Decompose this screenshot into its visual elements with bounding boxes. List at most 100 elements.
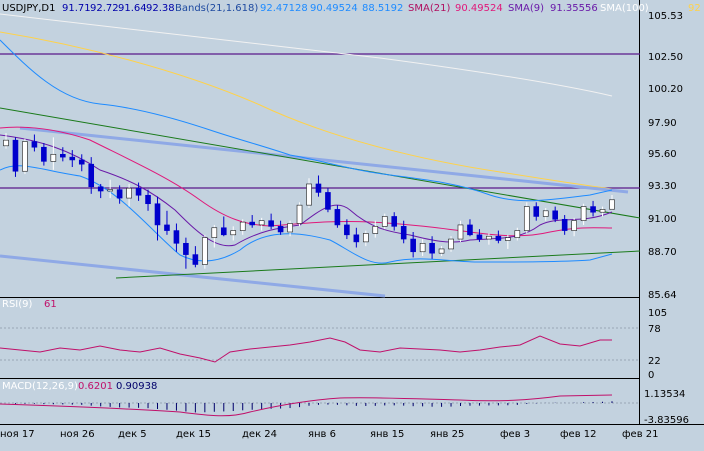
date-tick: фев 12 — [560, 429, 597, 440]
candle-body — [571, 220, 577, 231]
candle-body — [315, 183, 322, 193]
header-bands-lower: 88.5192 — [362, 3, 403, 14]
candle-body — [505, 237, 511, 241]
sma200-line — [0, 13, 613, 97]
rsi-tick: 78 — [648, 324, 661, 335]
candle-body — [429, 242, 435, 254]
header-sma21-label: SMA(21) — [408, 3, 450, 14]
candle-body — [22, 141, 28, 172]
price-tick: 91.00 — [648, 214, 677, 225]
candle-body — [344, 224, 350, 236]
candle-body — [107, 189, 113, 192]
rsi-value: 61 — [44, 299, 57, 310]
candle-body — [211, 227, 218, 238]
trendline-lower[interactable] — [115, 250, 641, 279]
price-tick: 105.53 — [648, 11, 683, 22]
candle-body — [325, 192, 331, 210]
candle-body — [192, 254, 199, 265]
macd-panel — [0, 394, 640, 417]
channel-lower-line[interactable] — [0, 254, 386, 298]
candle-body — [561, 218, 568, 231]
rsi-axis: 105 78 22 0 — [648, 308, 667, 381]
date-tick: дек 24 — [242, 429, 277, 440]
candle-body — [202, 237, 208, 265]
candle-body — [50, 153, 57, 162]
header-symbol: USDJPY,D1 — [2, 3, 55, 14]
candle-body — [391, 216, 398, 227]
date-tick: янв 15 — [370, 429, 404, 440]
candle-body — [419, 242, 426, 253]
price-tick: 85.64 — [648, 290, 677, 301]
header-sma21-value: 90.49524 — [455, 3, 503, 14]
candle-body — [239, 221, 246, 231]
candle-body — [173, 230, 180, 244]
candle-body — [334, 209, 341, 226]
macd-tick: -3.83596 — [644, 415, 689, 426]
rsi-label: RSI(9) — [2, 299, 33, 310]
rsi-tick: 0 — [648, 370, 654, 381]
candle-body — [164, 224, 170, 231]
header-high: 92.72 — [90, 3, 119, 14]
candle-body — [580, 206, 587, 221]
date-tick: дек 15 — [176, 429, 211, 440]
header-close: 92.38 — [146, 3, 175, 14]
candle-body — [97, 186, 104, 192]
macd-label: MACD(12,26,9) — [2, 381, 78, 392]
header-sma100-label: SMA(100) — [600, 3, 649, 14]
price-tick: 100.20 — [648, 84, 683, 95]
candle-body — [381, 216, 388, 227]
price-tick: 102.50 — [648, 52, 683, 63]
candle-body — [126, 187, 132, 199]
header-bands-label: Bands(21,1.618) — [175, 3, 258, 14]
date-tick: ноя 17 — [0, 429, 35, 440]
sma100-line — [0, 31, 613, 190]
candle-body — [145, 194, 151, 205]
candle-body — [220, 227, 227, 236]
candle-body — [372, 226, 379, 234]
header-sma9-label: SMA(9) — [508, 3, 544, 14]
candle-body — [514, 230, 521, 238]
candle-body — [183, 242, 189, 255]
header-sma100-value: 92 — [688, 3, 701, 14]
header-sma9-value: 91.35556 — [550, 3, 598, 14]
candle-body — [306, 183, 312, 206]
price-tick: 93.30 — [648, 181, 677, 192]
candle-body — [590, 206, 596, 213]
bollinger-upper-band — [0, 39, 613, 202]
date-tick: фев 3 — [500, 429, 530, 440]
candle-body — [230, 230, 237, 236]
candle-body — [438, 248, 445, 254]
candle-body — [12, 139, 19, 172]
candle-body — [495, 235, 502, 241]
bollinger-lower-band — [0, 165, 613, 264]
rsi-tick: 105 — [648, 308, 667, 319]
date-axis: ноя 17 ноя 26 дек 5 дек 15 дек 24 янв 6 … — [0, 429, 659, 440]
candle-body — [154, 203, 161, 226]
candle-body — [3, 139, 9, 147]
candle-body — [69, 156, 76, 161]
candle-body — [88, 163, 95, 188]
channel-upper-line[interactable] — [19, 126, 629, 194]
trendline-upper[interactable] — [0, 107, 641, 219]
candle-body — [609, 199, 615, 210]
candle-body — [268, 220, 274, 227]
macd-value-1: 0.6201 — [78, 381, 113, 392]
date-tick: янв 25 — [430, 429, 464, 440]
candle-body — [135, 187, 142, 196]
candle-body — [410, 238, 416, 253]
header-low: 91.64 — [118, 3, 147, 14]
price-tick: 88.70 — [648, 247, 677, 258]
candle-body — [486, 235, 492, 240]
candle-body — [258, 220, 265, 226]
macd-tick: 1.13534 — [644, 389, 685, 400]
candle-body — [448, 238, 454, 250]
date-tick: ноя 26 — [60, 429, 95, 440]
rsi-line — [0, 335, 612, 363]
candle-body — [249, 221, 255, 226]
candle-body — [467, 224, 473, 236]
candle-body — [363, 233, 369, 243]
candle-body — [599, 209, 606, 213]
price-tick: 95.60 — [648, 149, 677, 160]
candle-body — [542, 210, 549, 217]
